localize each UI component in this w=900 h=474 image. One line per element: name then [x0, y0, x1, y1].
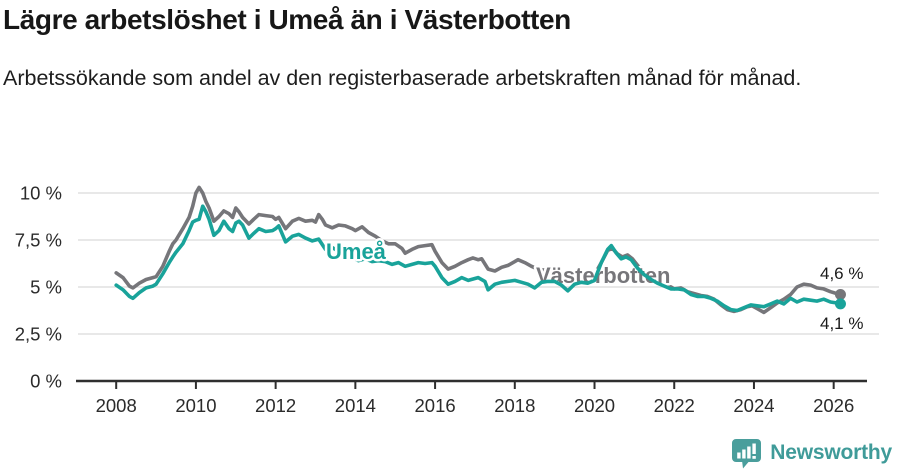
y-axis-labels: 0 % 2,5 % 5 % 7,5 % 10 %: [15, 183, 62, 392]
y-tick-label: 2,5 %: [15, 324, 62, 345]
chart-subtitle: Arbetssökande som andel av den registerb…: [3, 66, 802, 90]
y-tick-label: 0 %: [30, 371, 62, 392]
logo-bar-chart-glyph: [737, 443, 757, 459]
x-tick-label: 2012: [255, 395, 296, 416]
end-value-label-umeå: 4,1 %: [820, 314, 863, 333]
x-tick-label: 2010: [175, 395, 216, 416]
series-end-dot-västerbotten: [834, 289, 846, 301]
x-tick-label: 2026: [813, 395, 854, 416]
y-tick-label: 5 %: [30, 277, 62, 298]
x-tick-label: 2022: [654, 395, 695, 416]
series-label-umeå: Umeå: [326, 239, 387, 264]
x-axis-ticks: [115, 381, 835, 389]
x-axis-labels: 2008 2010 2012 2014 2016 2018 2020 2022 2024 2026: [96, 395, 855, 416]
x-tick-label: 2014: [335, 395, 376, 416]
chart-title: Lägre arbetslöshet i Umeå än i Västerbot…: [3, 4, 571, 35]
newsworthy-logo-text: Newsworthy: [770, 441, 892, 464]
series-end-dot-umeå: [834, 298, 846, 310]
x-tick-label: 2008: [96, 395, 137, 416]
x-tick-label: 2024: [733, 395, 774, 416]
end-value-label-västerbotten: 4,6 %: [820, 264, 863, 283]
y-tick-label: 10 %: [20, 183, 62, 204]
x-tick-label: 2018: [494, 395, 535, 416]
series-line-umeå: [114, 204, 843, 313]
x-tick-label: 2016: [415, 395, 456, 416]
x-tick-label: 2020: [574, 395, 615, 416]
newsworthy-logo[interactable]: Newsworthy: [730, 436, 892, 470]
series-line-västerbotten: [114, 185, 843, 315]
y-tick-label: 7,5 %: [15, 230, 62, 251]
newsworthy-logo-icon: [732, 439, 762, 469]
grid-lines: [78, 192, 879, 335]
